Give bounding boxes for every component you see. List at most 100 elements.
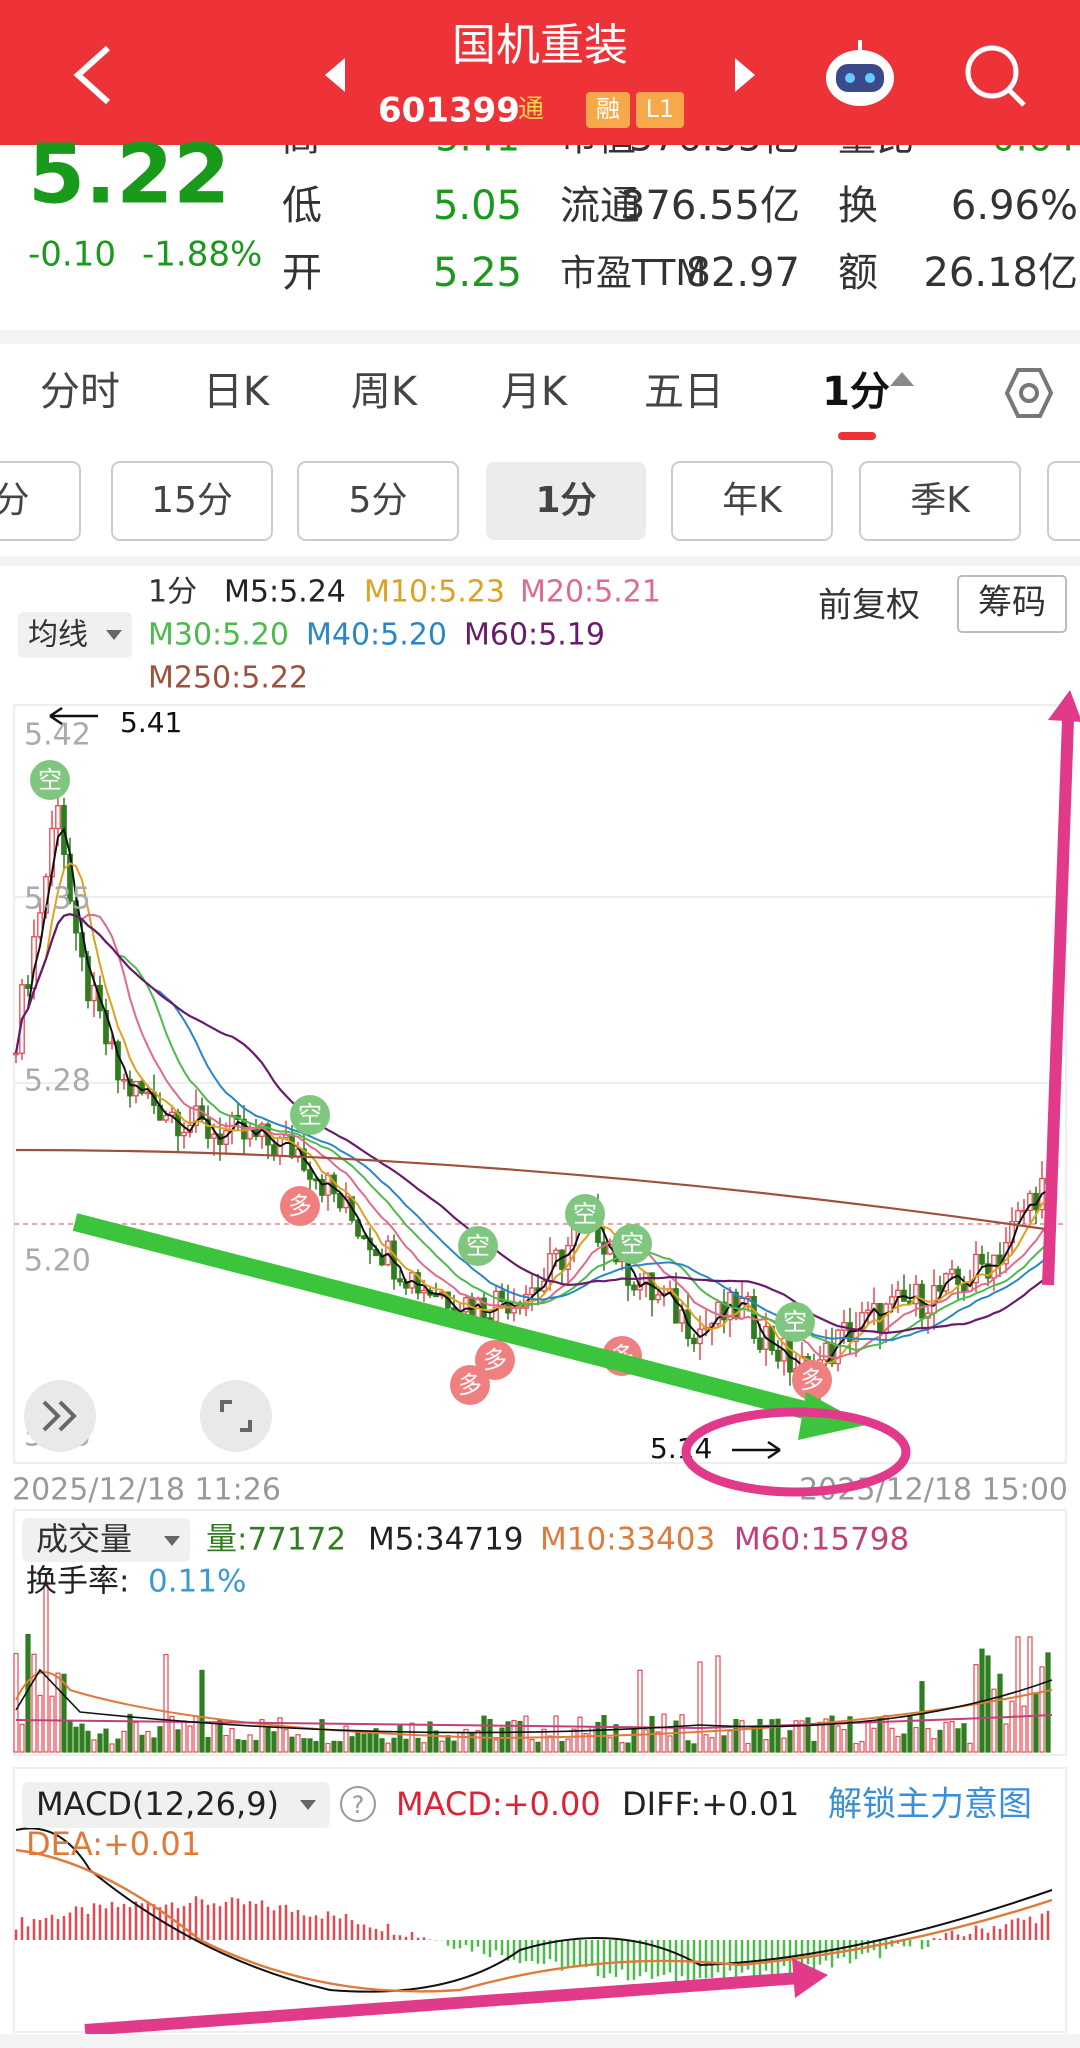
volume-bar: [703, 1734, 709, 1753]
period-button[interactable]: 0分: [0, 480, 29, 521]
volume-bar: [1015, 1636, 1021, 1753]
tab[interactable]: 日K: [203, 369, 271, 415]
candle-body: [823, 1342, 829, 1361]
volume-bar: [853, 1742, 859, 1753]
label: 开: [282, 250, 322, 296]
y-tick-label: 5.28: [24, 1064, 91, 1099]
period-button[interactable]: 年K: [722, 480, 783, 521]
candle-body: [205, 1118, 211, 1139]
candle-body: [565, 1244, 571, 1270]
volume-bar: [265, 1726, 271, 1753]
candle-body: [937, 1284, 943, 1292]
volume-bar: [277, 1717, 283, 1753]
tab[interactable]: 月K: [501, 369, 569, 415]
adjust-option[interactable]: 前复权: [818, 586, 920, 626]
volume-bar: [1045, 1652, 1051, 1753]
volume-bar: [769, 1719, 775, 1753]
chips-button-bg[interactable]: [957, 575, 1067, 633]
candle-body: [13, 1052, 19, 1056]
ma-selector[interactable]: 均线: [28, 618, 88, 653]
chips-button[interactable]: 筹码: [978, 583, 1046, 623]
signal: 空: [573, 1200, 597, 1228]
period-button[interactable]: 季K: [910, 480, 971, 521]
badge: L1: [646, 95, 675, 123]
volume-selector[interactable]: 成交量: [36, 1520, 132, 1558]
candle-body: [193, 1105, 199, 1127]
tab[interactable]: 五日: [644, 369, 724, 415]
period-button-bg[interactable]: [671, 461, 833, 541]
volume-bar: [295, 1734, 301, 1753]
tab[interactable]: 1分: [822, 369, 890, 415]
volume-frame: [13, 1509, 1067, 1756]
volume-bar: [367, 1732, 373, 1753]
volume-bar: [91, 1739, 97, 1753]
volume-bar: [259, 1719, 265, 1753]
candle-body: [859, 1312, 865, 1330]
volume-bar: [289, 1736, 295, 1753]
volume-bar: [721, 1735, 727, 1753]
ma-item: M40:5.20: [306, 618, 447, 653]
bottom-strip: [0, 2034, 1080, 2048]
start-time: 2025/12/18 11:26: [12, 1473, 281, 1508]
volume-bar: [925, 1727, 931, 1753]
period-button[interactable]: 1分: [535, 480, 596, 521]
candle-body: [283, 1134, 289, 1139]
badge-bg: [636, 92, 684, 128]
tab[interactable]: 分时: [40, 369, 120, 415]
scroll-button[interactable]: [24, 1380, 96, 1452]
volume-bar: [553, 1715, 559, 1753]
period-button[interactable]: 5分: [349, 480, 408, 521]
candle-body: [361, 1235, 367, 1240]
signal-badge: [450, 1365, 490, 1405]
macd-selector[interactable]: MACD(12,26,9): [36, 1785, 279, 1823]
period-button-bg[interactable]: [297, 461, 459, 541]
volume-bar: [163, 1653, 169, 1753]
candle-body: [127, 1078, 133, 1097]
volume-bar: [427, 1721, 433, 1753]
volume-bar: [241, 1739, 247, 1753]
period-button[interactable]: 15分: [151, 480, 233, 521]
volume-bar: [655, 1731, 661, 1753]
ma-selector-bg[interactable]: [18, 612, 132, 658]
help[interactable]: ?: [352, 1791, 365, 1819]
tab-bar: 分时 日K 周K 月K 五日 1分: [40, 369, 890, 415]
last-price: 5.22: [28, 127, 230, 222]
fullscreen-button[interactable]: [200, 1380, 272, 1452]
signal: 空: [298, 1101, 322, 1129]
settings-icon[interactable]: [1004, 368, 1054, 418]
volume-bar: [199, 1669, 205, 1753]
period-button-bg[interactable]: [111, 461, 273, 541]
period-button-bg[interactable]: [0, 461, 81, 541]
ma-line: [15, 1148, 1053, 1232]
prev-stock[interactable]: [325, 58, 345, 92]
tab[interactable]: 周K: [351, 369, 419, 415]
candle-body: [211, 1133, 217, 1139]
volume-bar: [325, 1742, 331, 1753]
help-icon[interactable]: [340, 1786, 376, 1822]
macd-selector-bg[interactable]: [22, 1782, 330, 1828]
volume-bar: [331, 1740, 337, 1753]
volume-bar: [373, 1728, 379, 1753]
candle-body: [673, 1288, 679, 1324]
period-button-bg[interactable]: [859, 461, 1021, 541]
signal: 多: [288, 1192, 312, 1220]
back-button[interactable]: [73, 45, 111, 105]
robot-icon[interactable]: [826, 40, 894, 106]
period-button-bg[interactable]: [1047, 461, 1080, 541]
volume-bar: [673, 1720, 679, 1753]
volume-bar: [127, 1713, 133, 1753]
unlock-link[interactable]: 解锁主力意图: [828, 1785, 1032, 1825]
low-label: 5.14: [650, 1432, 712, 1465]
volume-bar: [955, 1728, 961, 1753]
volume-bar: [229, 1727, 235, 1753]
volume-bar: [871, 1727, 877, 1753]
value: 26.18亿: [923, 250, 1078, 296]
volume-selector-bg[interactable]: [22, 1518, 190, 1562]
label: 低: [282, 183, 322, 229]
search-icon[interactable]: [965, 45, 1026, 107]
period-button-bg[interactable]: [486, 462, 646, 540]
volume-bar: [85, 1730, 91, 1753]
next-stock[interactable]: [735, 58, 755, 92]
y-tick-label: 5.35: [24, 882, 91, 917]
